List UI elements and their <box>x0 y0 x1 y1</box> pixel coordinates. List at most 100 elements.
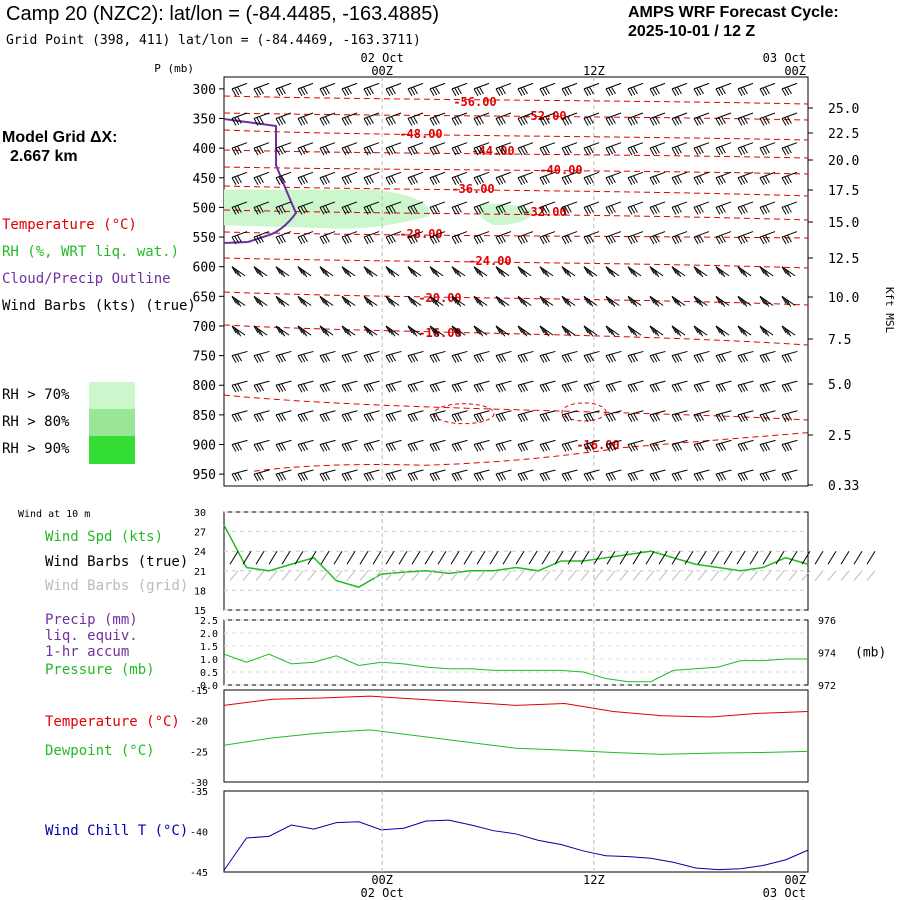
wind-barb-staff <box>429 295 444 306</box>
wind-barb-feather <box>479 413 484 421</box>
wind-barb-feather <box>476 354 482 363</box>
wind-barb-staff <box>363 266 378 277</box>
wind-barb-feather <box>583 118 589 126</box>
wind-barb-feather <box>693 414 699 423</box>
wind-barb-feather <box>715 296 721 304</box>
wind-barb-feather <box>280 175 286 184</box>
wind-barb-feather <box>698 269 704 278</box>
wind-barb <box>495 171 512 186</box>
wind-barb-feather <box>347 472 352 480</box>
height-tick-label: 10.0 <box>828 291 859 306</box>
wind-barb-feather <box>237 413 242 421</box>
rh70-swatch <box>89 382 135 410</box>
wind-barb-feather <box>368 269 374 278</box>
wind-barb <box>627 295 642 307</box>
liq-equiv-label: liq. equiv. <box>45 628 138 644</box>
wind-barb-feather <box>407 147 413 156</box>
wind-barb-feather <box>564 443 570 452</box>
wind-barb-staff <box>759 266 774 277</box>
wind-barb <box>385 82 402 97</box>
wind-barb-true <box>658 550 668 565</box>
wind-barb-staff <box>693 201 710 208</box>
wind-barb <box>517 469 534 482</box>
wind-barb-feather <box>720 329 726 337</box>
wind-barb-feather <box>588 205 594 213</box>
wind-barb <box>561 380 578 393</box>
wind-barb-feather <box>432 206 438 214</box>
model-grid-value: 2.667 km <box>10 148 78 165</box>
wind-barb <box>715 439 732 452</box>
height-tick-label: 7.5 <box>828 333 851 348</box>
wind-barb <box>363 112 380 126</box>
wind-barb-feather <box>495 236 501 245</box>
wind-barb-staff <box>231 266 246 277</box>
wind-barb-feather <box>429 147 435 156</box>
wind-barb-staff <box>583 350 600 357</box>
wind-barb <box>759 410 776 423</box>
wind-barb-staff <box>385 231 402 238</box>
wind-barb-feather <box>478 145 484 154</box>
wind-barb <box>561 295 576 307</box>
wind-barb-feather <box>495 355 501 363</box>
wind-barb-grid <box>736 570 746 581</box>
wind-barb-feather <box>544 329 550 337</box>
wind-barb-grid <box>242 570 252 581</box>
wind-barb-feather <box>720 145 726 154</box>
wind-barb-feather <box>390 329 396 337</box>
wind-barb-feather <box>280 205 286 213</box>
wind-speed-line <box>223 524 809 588</box>
wind-barb-feather <box>649 118 655 126</box>
wind-barb-feather <box>674 206 680 214</box>
wind-barb-feather <box>611 353 616 362</box>
wind-barb-staff <box>363 201 380 208</box>
wind-barb-staff <box>341 469 358 475</box>
wind-barb-staff <box>451 439 468 445</box>
wind-barb-feather <box>277 327 283 335</box>
wind-barb-feather <box>412 205 418 213</box>
wind-barb-feather <box>451 177 457 186</box>
wind-barb-true <box>411 550 421 565</box>
wind-barb-feather <box>319 177 325 186</box>
wind-barb-feather <box>742 145 748 154</box>
wind-barb <box>517 325 532 337</box>
wind-barb <box>517 266 532 278</box>
wind-barb-feather <box>715 444 721 452</box>
wind-barb-feather <box>539 118 545 126</box>
wind-barb-feather <box>781 147 787 156</box>
wind-barb-feather <box>409 268 415 276</box>
wind-barb <box>231 295 246 307</box>
wind-barb-feather <box>501 353 506 362</box>
wind-barb-feather <box>473 384 479 393</box>
wind-barb-feather <box>539 414 545 423</box>
wind-barb-feather <box>586 413 592 422</box>
wind-barb-feather <box>740 413 746 422</box>
wind-barb-feather <box>566 299 572 307</box>
wind-barb-staff <box>737 266 752 277</box>
wind-barb <box>385 231 402 245</box>
wind-barb-feather <box>237 472 242 480</box>
wind-barb <box>627 380 644 393</box>
wind-barb-true <box>255 550 265 565</box>
wind-barb-true <box>268 550 278 565</box>
wind-barb-feather <box>258 175 264 184</box>
wind-barb-feather <box>231 414 237 423</box>
wind-barb-feather <box>654 205 660 213</box>
wind-barb-staff <box>517 112 534 119</box>
wind-barb-feather <box>539 88 545 97</box>
wind-barb-feather <box>605 296 611 304</box>
wind-barb-staff <box>605 380 622 386</box>
wind-barb-staff <box>253 266 268 277</box>
wind-10m-label: Wind at 10 m <box>18 509 91 520</box>
wind-barb-feather <box>297 207 303 215</box>
wind-barb-staff <box>275 325 290 336</box>
wind-barb-feather <box>671 207 677 215</box>
wind-barb-feather <box>649 444 655 452</box>
pressure-axis-label: P (mb) <box>154 62 194 75</box>
wind-barb <box>275 325 290 337</box>
wind-barb <box>517 82 534 97</box>
wind-barb <box>253 171 270 186</box>
wind-barb-feather <box>522 116 528 124</box>
wind-barb-feather <box>759 355 765 363</box>
wind-barb-feather <box>649 177 655 186</box>
wind-barb-feather <box>674 117 680 125</box>
